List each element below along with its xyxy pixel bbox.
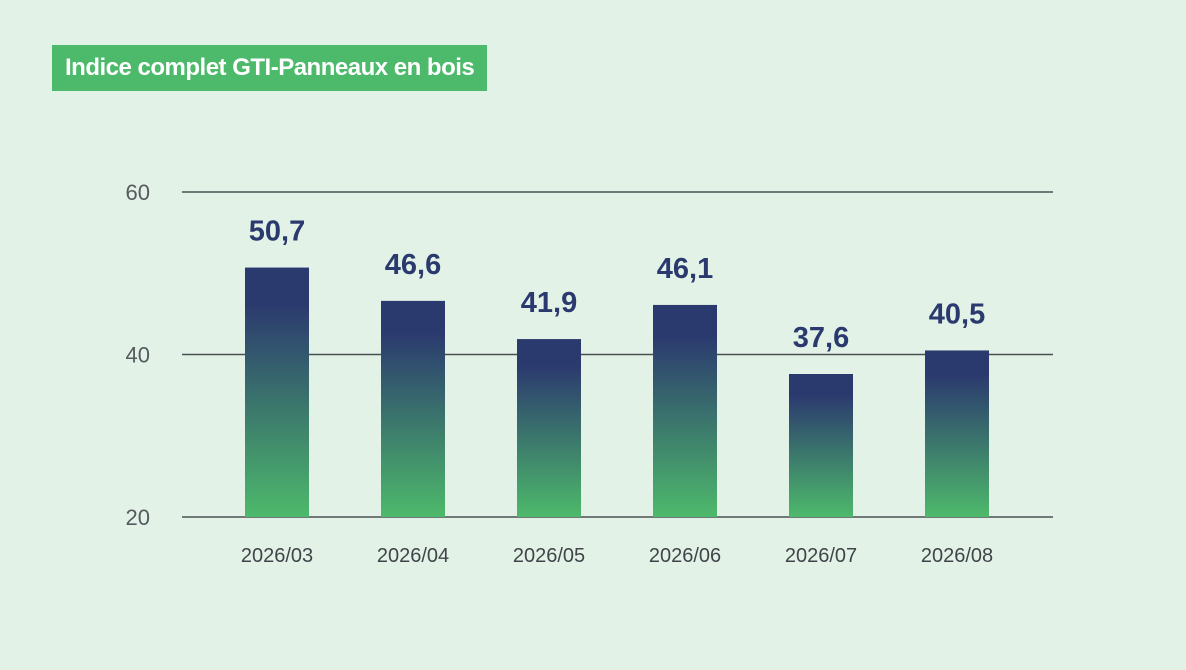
x-tick-label: 2026/05 <box>513 545 585 567</box>
data-label: 37,6 <box>793 322 849 354</box>
data-label: 50,7 <box>249 216 305 248</box>
y-tick-label: 60 <box>126 180 150 205</box>
x-tick-label: 2026/06 <box>649 545 721 567</box>
data-label: 40,5 <box>929 298 985 330</box>
bar-2026/07 <box>789 374 853 517</box>
bar-2026/04 <box>381 300 445 517</box>
data-label: 46,6 <box>385 249 441 281</box>
x-tick-label: 2026/07 <box>785 545 857 567</box>
bar-2026/05 <box>517 339 581 517</box>
bar-2026/08 <box>925 350 989 517</box>
y-tick-label: 40 <box>126 343 150 368</box>
bar-2026/03 <box>245 267 309 517</box>
x-tick-label: 2026/04 <box>377 545 449 567</box>
chart-title: Indice complet GTI-Panneaux en bois <box>52 45 488 91</box>
data-label: 41,9 <box>521 287 577 319</box>
bar-2026/06 <box>653 304 717 517</box>
y-tick-label: 20 <box>126 505 150 530</box>
x-tick-label: 2026/08 <box>921 545 993 567</box>
data-label: 46,1 <box>657 253 713 285</box>
x-tick-label: 2026/03 <box>241 545 313 567</box>
